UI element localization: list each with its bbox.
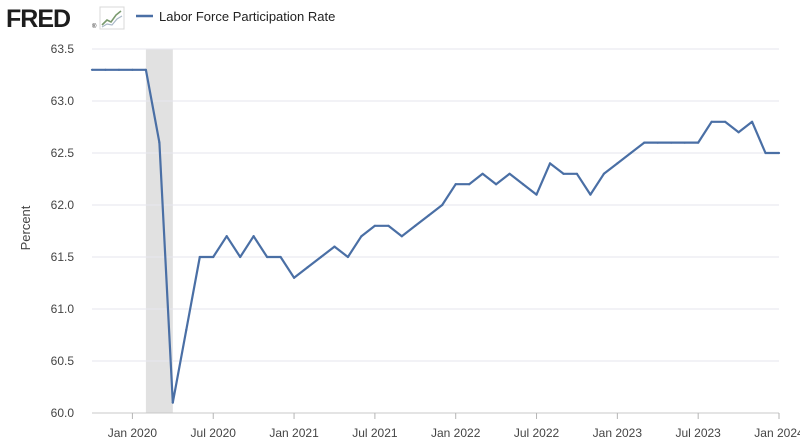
data-point [373,224,376,227]
data-point [144,68,147,71]
x-axis: Jan 2020 Jul 2020 Jan 2021 Jul 2021 Jan 2022… [92,412,800,440]
y-axis: 60.0 60.5 61.0 61.5 62.0 62.5 63.0 63.5 [51,42,75,420]
data-point [387,224,390,227]
x-tick-label: Jan 2021 [269,426,319,440]
data-point [212,255,215,259]
data-point [643,141,646,144]
x-tick-label: Jul 2021 [352,426,398,440]
y-tick-label: 61.0 [51,302,75,316]
y-tick-label: 61.5 [51,250,75,264]
x-tick-label: Jan 2020 [108,426,158,440]
x-tick-label: Jul 2023 [675,426,721,440]
y-tick-label: 60.0 [51,406,75,420]
data-point [548,162,552,165]
data-point [764,151,767,155]
data-point [292,276,296,279]
data-point [454,183,457,186]
data-point [185,328,188,331]
logo-text: FRED [6,5,70,33]
data-point [629,151,632,155]
data-point [521,183,525,186]
data-point [508,172,511,175]
data-point [562,172,565,175]
data-point [468,183,471,186]
data-point [360,235,363,238]
y-axis-title: Percent [18,205,33,250]
data-point [697,141,700,144]
data-point [495,183,498,186]
data-point [710,120,713,123]
data-point [414,224,417,227]
data-point [90,68,94,71]
data-point [117,68,121,71]
data-point [777,151,781,155]
data-point [400,235,403,238]
series-line [92,68,779,404]
data-point [252,235,255,238]
series-layer [90,68,781,404]
data-point [656,141,659,144]
x-tick-label: Jan 2024 [754,426,800,440]
legend: Labor Force Participation Rate [136,9,335,24]
data-point [724,120,727,123]
data-point [225,235,228,238]
logo-registered-mark: ® [92,23,97,30]
data-point [198,255,201,259]
data-point [279,255,282,259]
trend-graph-icon [99,6,125,30]
data-point [131,68,134,71]
data-point [427,214,430,217]
data-point [481,172,484,175]
x-tick-label: Jul 2022 [514,426,560,440]
data-point [670,141,673,144]
y-tick-label: 62.5 [51,146,75,160]
fred-logo[interactable]: FRED ® [6,5,125,33]
data-point [575,172,579,175]
data-point [535,193,538,196]
data-point [333,245,336,248]
recession-band-layer [145,49,173,413]
x-tick-label: Jul 2020 [191,426,237,440]
data-point [171,401,174,404]
data-point [602,172,605,175]
data-point [750,120,754,123]
y-tick-label: 60.5 [51,354,75,368]
data-point [589,193,592,196]
data-point [104,68,107,71]
data-point [158,141,161,144]
legend-label: Labor Force Participation Rate [159,9,335,24]
data-point [737,131,740,134]
data-point [616,162,619,165]
data-point [683,141,686,144]
x-tick-label: Jan 2023 [593,426,643,440]
data-point [319,255,323,259]
data-point [346,255,350,259]
y-tick-label: 62.0 [51,198,75,212]
data-point [266,255,269,259]
data-point [441,203,444,207]
recession-band [145,49,173,413]
gridlines [92,48,779,414]
y-tick-label: 63.5 [51,42,75,56]
data-point [306,266,309,269]
x-tick-label: Jan 2022 [431,426,481,440]
y-tick-label: 63.0 [51,94,75,108]
data-point [239,255,242,259]
